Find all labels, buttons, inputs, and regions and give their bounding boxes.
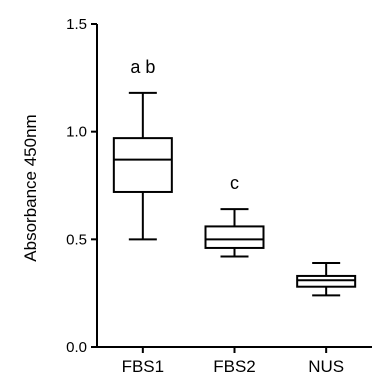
y-tick-label: 0.0	[66, 339, 87, 356]
iqr-box	[112, 137, 173, 193]
box-fbs1: a b	[112, 57, 173, 241]
x-tick-label: FBS1	[122, 357, 165, 376]
y-tick-label: 0.5	[66, 231, 87, 248]
box-fbs2: c	[204, 173, 265, 258]
x-tick-label: NUS	[308, 357, 344, 376]
y-axis-label: Absorbance 450nm	[21, 114, 40, 261]
iqr-box	[296, 274, 357, 288]
x-axis: FBS1 FBS2 NUS	[97, 346, 372, 376]
x-tick-label: FBS2	[213, 357, 256, 376]
y-axis: 0.0 0.5 1.0 1.5	[66, 16, 98, 356]
iqr-box	[204, 225, 265, 249]
box-series: a b c	[112, 57, 357, 297]
box-nus	[296, 262, 357, 297]
y-tick-label: 1.5	[66, 16, 87, 33]
significance-label: c	[230, 173, 239, 193]
y-tick-label: 1.0	[66, 124, 87, 141]
significance-label: a b	[130, 57, 155, 77]
